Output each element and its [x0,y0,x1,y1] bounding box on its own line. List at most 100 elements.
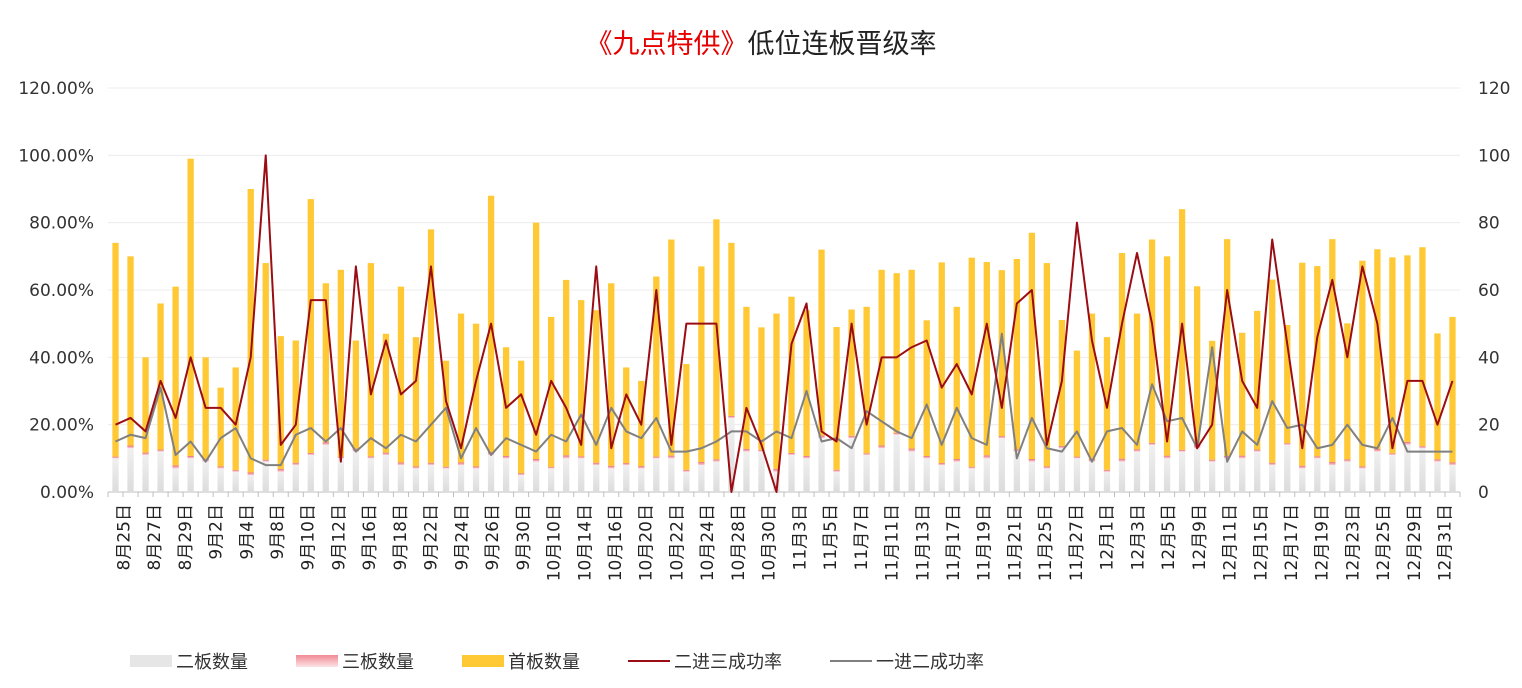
bar-erban [1329,465,1336,492]
bar-shouban [818,249,825,436]
bar-erban [743,451,750,492]
bar-erban [1073,458,1081,492]
x-tick-label: 9月18日 [391,504,411,570]
bar-shouban [352,340,360,449]
bar-erban [683,471,690,492]
x-tick-label: 9月24日 [452,504,472,570]
bar-shouban [593,310,600,463]
bar-erban [532,461,540,492]
bar-shouban [112,242,119,457]
bar-shouban [998,270,1005,437]
bar-shouban [1148,239,1156,443]
bar-shouban [1359,260,1366,467]
x-tick-label: 9月8日 [268,504,288,560]
bar-shouban [397,286,405,463]
bar-sanban [1389,453,1396,455]
bar-shouban [1374,249,1381,449]
bar-shouban [172,286,179,466]
bar-shouban [698,266,705,463]
bar-erban [1314,458,1321,492]
bar-shouban [953,306,960,460]
bar-erban [1224,458,1231,492]
bar-erban [983,458,990,492]
bar-sanban [142,452,149,455]
bar-erban [487,454,495,492]
bar-sanban [1344,459,1351,462]
bar-shouban [653,276,660,457]
bar-erban [728,417,735,492]
bar-sanban [247,472,254,476]
x-tick-label: 12月1日 [1098,504,1118,570]
bar-sanban [1269,462,1276,466]
x-tick-label: 10月28日 [729,504,749,581]
bar-sanban [1404,441,1411,445]
bar-erban [172,468,179,492]
bar-sanban [683,469,690,472]
bar-erban [923,458,930,492]
bar-erban [517,475,525,492]
bar-sanban [698,462,705,466]
bar-sanban [983,455,990,459]
bar-erban [1088,461,1096,492]
chart-legend: 二板数量 三板数量 首板数量 二进三成功率 一进二成功率 [130,648,1032,674]
bar-sanban [517,473,525,476]
y-right-tick-label: 100 [1478,146,1510,166]
bar-shouban [1404,255,1411,442]
bar-erban [1163,458,1171,492]
bar-erban [247,475,254,492]
bar-erban [563,458,570,492]
bar-erban [1058,448,1066,492]
bar-shouban [968,257,975,467]
bar-sanban [548,466,555,469]
bar-erban [472,468,480,492]
bar-sanban [442,466,450,469]
bar-sanban [472,466,480,469]
bar-erban [157,451,164,492]
x-tick-label: 12月31日 [1436,504,1456,581]
bar-erban [217,468,224,492]
bar-erban [142,454,149,492]
legend-item-line12: 一进二成功率 [830,648,984,674]
x-tick-label: 10月10日 [545,504,565,581]
bar-shouban [1419,247,1426,447]
bar-erban [638,468,645,492]
bar-erban [1193,448,1201,492]
bar-sanban [1133,449,1141,452]
legend-label-erban: 二板数量 [176,652,248,673]
chart-plot: 0.00% 0 20.00% 20 40.00% 40 60.00% 60 80.00% 80 10… [18,79,1510,581]
bar-erban [848,438,855,492]
bar-erban [1284,444,1291,492]
bar-sanban [998,436,1005,439]
bar-sanban [878,445,885,449]
bar-sanban [773,468,780,472]
x-tick-label: 9月2日 [207,504,227,560]
bar-erban [382,454,390,492]
bar-sanban [1163,455,1171,459]
bar-shouban [472,323,480,467]
bar-erban [127,448,134,492]
bar-erban [908,451,915,492]
bar-shouban [923,320,930,456]
bar-sanban [532,459,540,462]
chart-title-rest: 低位连板晋级率 [747,29,937,60]
x-tick-label: 8月27日 [145,504,165,570]
bar-erban [593,465,600,492]
bar-shouban [127,256,134,446]
bar-shouban [1344,323,1351,460]
y-left-tick-label: 0.00% [40,483,94,503]
bar-erban [608,468,615,492]
legend-label-line23: 二进三成功率 [674,652,782,673]
bar-erban [758,451,765,492]
bar-sanban [262,459,269,462]
bar-erban [412,468,420,492]
line-erjinsan [115,154,1454,493]
bar-shouban [623,367,630,464]
bar-sanban [457,462,465,466]
bar-erban [307,454,314,492]
bar-erban [337,458,344,492]
bar-erban [713,461,720,492]
y-right-tick-label: 40 [1478,348,1500,368]
bar-sanban [1449,462,1456,466]
bar-erban [788,454,795,492]
legend-item-erban: 二板数量 [130,648,248,674]
